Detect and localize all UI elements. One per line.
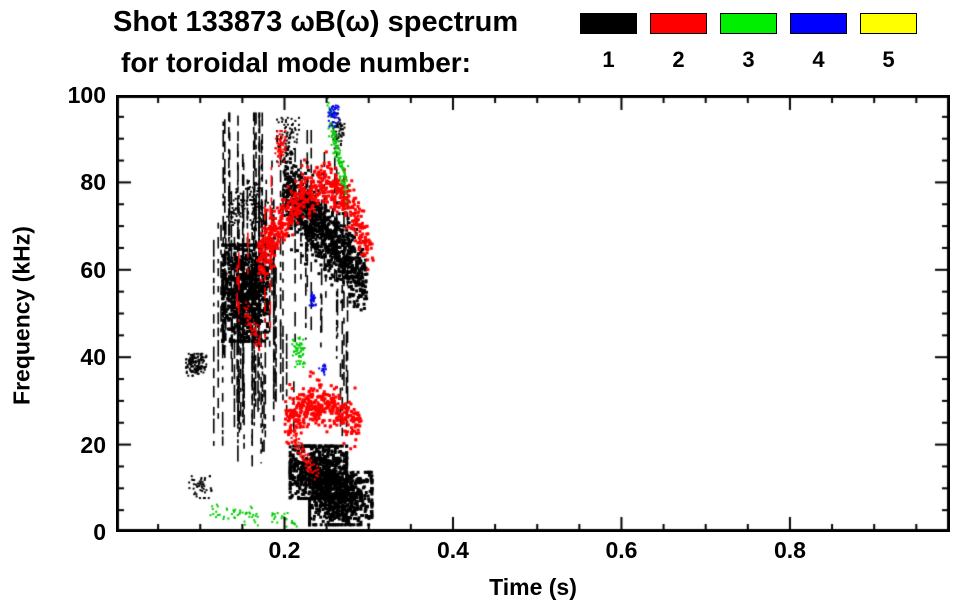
x-tick-label: 0.8 (773, 537, 806, 563)
legend-item-mode-1: 1 (580, 13, 637, 71)
spectrogram-plot-area (116, 95, 950, 532)
x-tick-label: 0.2 (268, 537, 301, 563)
legend-item-mode-4: 4 (790, 13, 847, 71)
chart-subtitle: for toroidal mode number: (121, 47, 471, 78)
legend-swatch-icon (720, 13, 777, 34)
y-tick-label: 100 (67, 82, 106, 108)
legend-mode-number: 3 (742, 47, 755, 72)
y-tick-label: 20 (80, 431, 106, 458)
chart-title: Shot 133873 ωB(ω) spectrum (113, 6, 519, 38)
x-axis-title: Time (s) (489, 574, 577, 600)
y-axis-title: Frequency (kHz) (8, 226, 35, 405)
x-tick-label: 0.4 (436, 537, 469, 563)
y-tick-label: 60 (80, 256, 106, 283)
legend-swatch-icon (650, 13, 707, 34)
legend-mode-number: 5 (882, 47, 895, 72)
y-tick-label: 80 (80, 169, 106, 196)
legend-swatch-icon (790, 13, 847, 34)
y-tick-label: 0 (93, 519, 106, 545)
legend-swatch-icon (860, 13, 917, 34)
legend-mode-number: 2 (672, 47, 685, 72)
x-tick-label: 0.6 (605, 537, 638, 563)
y-tick-label: 40 (80, 344, 106, 371)
legend-mode-number: 4 (812, 47, 825, 72)
legend-swatch-icon (580, 13, 637, 34)
mode-number-legend: 1 2 3 4 5 (580, 13, 917, 71)
legend-item-mode-2: 2 (650, 13, 707, 71)
legend-item-mode-3: 3 (720, 13, 777, 71)
legend-mode-number: 1 (602, 47, 615, 72)
legend-item-mode-5: 5 (860, 13, 917, 71)
